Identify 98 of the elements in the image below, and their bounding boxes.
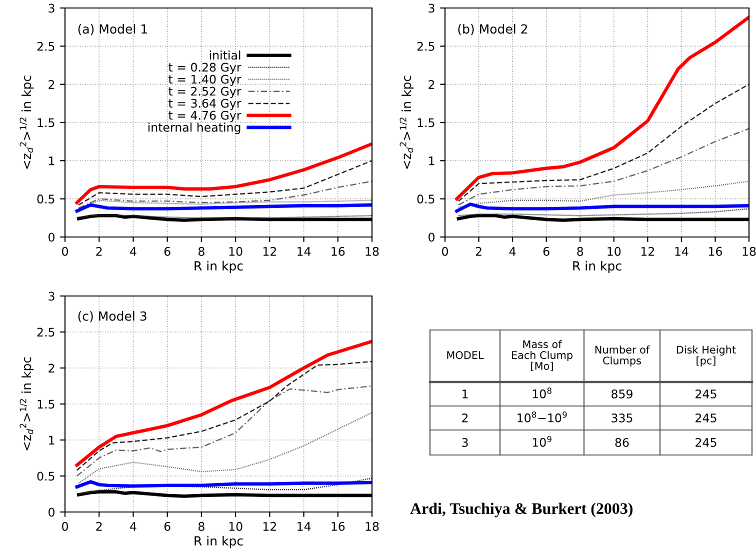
category-label: Number of Clumps <box>595 346 650 366</box>
y-tick-label: 1 <box>429 156 434 166</box>
x-tick-label: 6 <box>543 246 550 256</box>
y-tick-label: 2.5 <box>417 42 434 51</box>
y-tick-label: 1.5 <box>38 400 54 409</box>
line-series <box>455 202 749 213</box>
y-axis-title: <z$_{d}$$^{2}$>$^{1/2}$ in kpc <box>20 357 34 450</box>
x-tick-label: 18 <box>366 246 379 256</box>
y-tick-label: 0.5 <box>417 194 434 204</box>
legend-label: t = 0.28 Gyr <box>168 62 242 74</box>
text: (c) Model 3 <box>78 311 146 322</box>
text: 2 <box>462 413 468 422</box>
legend-label: internal heating <box>148 122 240 134</box>
legend-label: t = 4.76 Gyr <box>168 110 242 122</box>
x-tick-label: 12 <box>263 522 276 531</box>
x-tick-label: 14 <box>298 247 311 256</box>
y-axis-title: <z$_{d}$$^{2}$>$^{1/2}$ in kpc <box>20 76 34 169</box>
line-series <box>458 180 749 208</box>
text: 10$^{8}$−10$^{9}$ <box>518 412 567 422</box>
x-tick-label: 4 <box>130 522 136 531</box>
x-tick-label: 10 <box>229 246 242 256</box>
line-series <box>76 360 372 471</box>
text: (a) Model 1 <box>78 24 147 36</box>
text: 86 <box>615 438 629 447</box>
line-series <box>458 84 749 202</box>
y-tick-label: 1 <box>49 436 54 444</box>
x-tick-label: 16 <box>709 246 722 256</box>
x-axis-title: R in kpc <box>194 536 243 548</box>
x-tick-label: 16 <box>332 522 345 531</box>
x-tick-label: 18 <box>742 246 756 256</box>
x-tick-label: 4 <box>130 247 136 256</box>
x-tick-label: 12 <box>263 246 276 256</box>
line-series <box>455 15 749 201</box>
line-series <box>78 412 372 484</box>
y-axis-title: <z$_{d}$$^{2}$>$^{1/2}$ in kpc <box>400 76 414 169</box>
y-tick-label: 2.5 <box>37 328 54 337</box>
line-series <box>75 203 372 213</box>
legend-label: t = 1.40 Gyr <box>168 74 242 86</box>
y-tick-label: 0 <box>428 232 434 242</box>
x-tick-label: 14 <box>298 522 311 531</box>
x-tick-label: 0 <box>442 246 448 256</box>
y-tick-label: 3 <box>428 4 434 13</box>
line-series <box>458 208 749 216</box>
x-tick-label: 10 <box>229 522 242 531</box>
y-tick-label: 1.5 <box>38 118 54 128</box>
text: 859 <box>612 389 632 398</box>
y-tick-label: 2.5 <box>37 42 54 51</box>
category-label: MODEL <box>447 351 484 360</box>
y-tick-label: 0 <box>48 508 54 517</box>
x-tick-label: 14 <box>675 247 688 256</box>
line-series <box>76 385 372 477</box>
line-series <box>78 160 372 206</box>
x-tick-label: 18 <box>366 522 379 531</box>
category-label: Mass of Each Clump [Mo] <box>512 340 572 372</box>
y-tick-label: 0.5 <box>37 472 54 481</box>
x-tick-label: 2 <box>96 246 102 256</box>
x-tick-label: 2 <box>476 246 482 256</box>
legend-label: t = 2.52 Gyr <box>168 86 242 98</box>
y-tick-label: 0.5 <box>37 194 54 204</box>
line-series <box>75 340 372 467</box>
x-tick-label: 10 <box>608 246 621 256</box>
y-tick-label: 3 <box>48 292 54 301</box>
y-tick-label: 1 <box>49 156 54 166</box>
y-tick-label: 2 <box>428 80 434 89</box>
legend-label: initial <box>210 50 240 60</box>
x-axis-title: R in kpc <box>573 260 622 274</box>
text: 245 <box>696 413 716 422</box>
x-tick-label: 12 <box>641 246 654 256</box>
text: 1 <box>462 390 468 398</box>
line-series <box>458 128 749 206</box>
y-tick-label: 1.5 <box>418 118 434 128</box>
y-tick-label: 0 <box>48 232 54 242</box>
x-tick-label: 0 <box>62 246 68 256</box>
line-series <box>78 180 372 209</box>
text: 245 <box>696 389 716 398</box>
x-tick-label: 2 <box>96 522 102 531</box>
x-tick-label: 6 <box>164 246 170 256</box>
legend-label: t = 3.64 Gyr <box>168 98 242 110</box>
text: 3 <box>462 438 468 447</box>
y-tick-label: 3 <box>48 4 54 13</box>
x-tick-label: 8 <box>198 246 204 256</box>
x-tick-label: 0 <box>62 522 68 531</box>
text: 245 <box>696 438 716 447</box>
text: 10$^{8}$ <box>532 388 552 398</box>
x-axis-title: R in kpc <box>194 260 243 274</box>
category-label: Disk Height [pc] <box>676 346 736 366</box>
x-tick-label: 16 <box>332 246 345 256</box>
line-series <box>75 142 372 204</box>
y-tick-label: 2 <box>48 80 54 89</box>
text: (b) Model 2 <box>458 24 528 36</box>
text: Ardi, Tsuchiya & Burkert (2003) <box>410 502 632 518</box>
x-tick-label: 4 <box>509 247 516 256</box>
x-tick-label: 6 <box>164 522 170 531</box>
text: 10$^{9}$ <box>532 436 552 447</box>
x-tick-label: 8 <box>198 522 204 531</box>
text: 335 <box>612 413 632 422</box>
y-tick-label: 2 <box>48 364 54 372</box>
x-tick-label: 8 <box>577 246 584 256</box>
